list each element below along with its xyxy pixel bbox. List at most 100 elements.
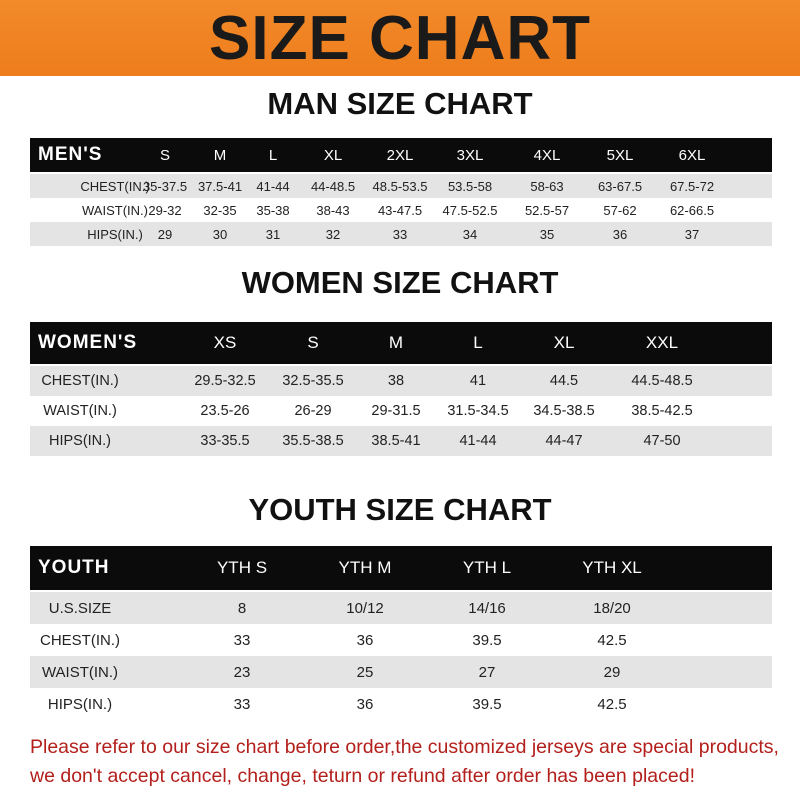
table-cell: 32.5-35.5 (282, 373, 344, 389)
table-header-row: MEN'S S M L XL 2XL 3XL 4XL 5XL 6XL (30, 138, 772, 172)
table-cell: 41 (469, 373, 487, 389)
table-cell: 62-66.5 (669, 202, 715, 218)
table-cell: 44-48.5 (310, 178, 356, 194)
table-cell: 42.5 (597, 695, 627, 713)
table-cell: 57-62 (603, 202, 637, 218)
table-cell: 41-44 (459, 433, 497, 449)
youth-section-title: YOUTH SIZE CHART (248, 492, 552, 527)
size-column-header: YTH L (462, 558, 512, 577)
table-cell: 33 (233, 695, 251, 713)
table-cell: 67.5-72 (669, 178, 715, 194)
women-size-table: WOMEN'S XS S M L XL XXL CHEST(IN.) 29.5-32.5 32.5… (30, 322, 772, 456)
table-cell: 36 (612, 226, 628, 242)
table-cell: 39.5 (472, 695, 502, 713)
measurement-label: CHEST(IN.) (40, 631, 120, 649)
table-cell: 33-35.5 (200, 433, 250, 449)
table-header-label: MEN'S (38, 144, 103, 165)
notice-line-1: Please refer to our size chart before or… (30, 736, 779, 758)
youth-size-table: YOUTH YTH S YTH M YTH L YTH XL U.S.SIZE 8 10/12… (30, 546, 772, 720)
table-cell: 52.5-57 (524, 202, 570, 218)
size-column-header: L (473, 333, 483, 352)
size-column-header: 6XL (678, 146, 706, 164)
table-cell: 35 (539, 226, 555, 242)
table-cell: 43-47.5 (377, 202, 423, 218)
table-cell: 42.5 (597, 631, 627, 649)
table-row: CHEST(IN.) 33 36 39.5 42.5 (30, 624, 772, 656)
table-cell: 8 (237, 599, 247, 617)
table-cell: 29 (603, 663, 621, 681)
measurement-label: CHEST(IN.) (41, 373, 119, 389)
measurement-label: HIPS(IN.) (47, 695, 113, 713)
table-cell: 23.5-26 (200, 403, 250, 419)
table-cell: 31.5-34.5 (447, 403, 509, 419)
table-row: CHEST(IN.) 29.5-32.5 32.5-35.5 38 41 44.5 44.5… (30, 366, 772, 396)
table-row: CHEST(IN.) 35-37.5 37.5-41 41-44 44-48.5 48.5… (30, 174, 772, 198)
table-row: HIPS(IN.) 29 30 31 32 33 34 35 36 37 (30, 222, 772, 246)
table-cell: 47.5-52.5 (442, 202, 498, 218)
size-column-header: L (268, 146, 278, 164)
table-cell: 26-29 (294, 403, 332, 419)
size-column-header: XXL (645, 333, 679, 352)
size-column-header: 2XL (386, 146, 414, 164)
table-cell: 31 (265, 226, 281, 242)
table-cell: 30 (212, 226, 228, 242)
size-column-header: YTH S (216, 558, 268, 577)
table-cell: 35-38 (256, 202, 290, 218)
table-cell: 14/16 (468, 599, 506, 617)
women-section-title: WOMEN SIZE CHART (241, 265, 559, 300)
table-cell: 37.5-41 (197, 178, 243, 194)
measurement-label: HIPS(IN.) (48, 433, 112, 449)
size-column-header: S (159, 146, 171, 164)
size-column-header: S (307, 333, 319, 352)
size-column-header: XL (553, 333, 575, 352)
table-cell: 63-67.5 (597, 178, 643, 194)
table-header-row: YOUTH YTH S YTH M YTH L YTH XL (30, 546, 772, 590)
table-cell: 29 (157, 226, 173, 242)
table-cell: 34.5-38.5 (533, 403, 595, 419)
table-cell: 38.5-42.5 (631, 403, 693, 419)
table-cell: 44-47 (545, 433, 583, 449)
table-header-label: YOUTH (38, 557, 110, 578)
page-title: SIZE CHART (209, 3, 591, 73)
table-header-row: WOMEN'S XS S M L XL XXL (30, 322, 772, 364)
measurement-label: WAIST(IN.) (82, 202, 148, 218)
table-cell: 53.5-58 (447, 178, 493, 194)
size-column-header: M (388, 333, 404, 352)
table-cell: 33 (233, 631, 251, 649)
table-row: HIPS(IN.) 33 36 39.5 42.5 (30, 688, 772, 720)
table-cell: 33 (392, 226, 408, 242)
table-cell: 23 (233, 663, 251, 681)
size-column-header: YTH M (338, 558, 392, 577)
size-column-header: XL (323, 146, 343, 164)
men-size-table: MEN'S S M L XL 2XL 3XL 4XL 5XL 6XL CHEST(IN.) 35-37… (30, 138, 772, 246)
table-cell: 36 (356, 695, 374, 713)
table-cell: 34 (462, 226, 478, 242)
table-cell: 29-32 (148, 202, 182, 218)
table-cell: 58-63 (530, 178, 564, 194)
size-column-header: YTH XL (582, 558, 642, 577)
table-cell: 39.5 (472, 631, 502, 649)
size-column-header: M (213, 146, 227, 164)
table-cell: 48.5-53.5 (372, 178, 428, 194)
table-cell: 44.5-48.5 (631, 373, 693, 389)
table-row: WAIST(IN.) 29-32 32-35 35-38 38-43 43-47.5 47.… (30, 198, 772, 222)
table-cell: 35.5-38.5 (282, 433, 344, 449)
table-row: U.S.SIZE 8 10/12 14/16 18/20 (30, 592, 772, 624)
table-header-label: WOMEN'S (38, 332, 138, 353)
size-column-header: 3XL (456, 146, 484, 164)
size-column-header: XS (213, 333, 237, 352)
title-banner: SIZE CHART (0, 0, 800, 76)
table-cell: 32-35 (203, 202, 237, 218)
measurement-label: WAIST(IN.) (41, 663, 119, 681)
table-cell: 35-37.5 (142, 178, 188, 194)
table-cell: 38 (387, 373, 405, 389)
notice-line-2: we don't accept cancel, change, teturn o… (30, 765, 695, 787)
measurement-label: HIPS(IN.) (87, 226, 143, 242)
table-cell: 47-50 (643, 433, 681, 449)
table-cell: 44.5 (549, 373, 579, 389)
table-row: HIPS(IN.) 33-35.5 35.5-38.5 38.5-41 41-44 44-… (30, 426, 772, 456)
table-cell: 38.5-41 (371, 433, 421, 449)
size-column-header: 4XL (533, 146, 561, 164)
table-cell: 29.5-32.5 (194, 373, 256, 389)
table-cell: 27 (478, 663, 496, 681)
